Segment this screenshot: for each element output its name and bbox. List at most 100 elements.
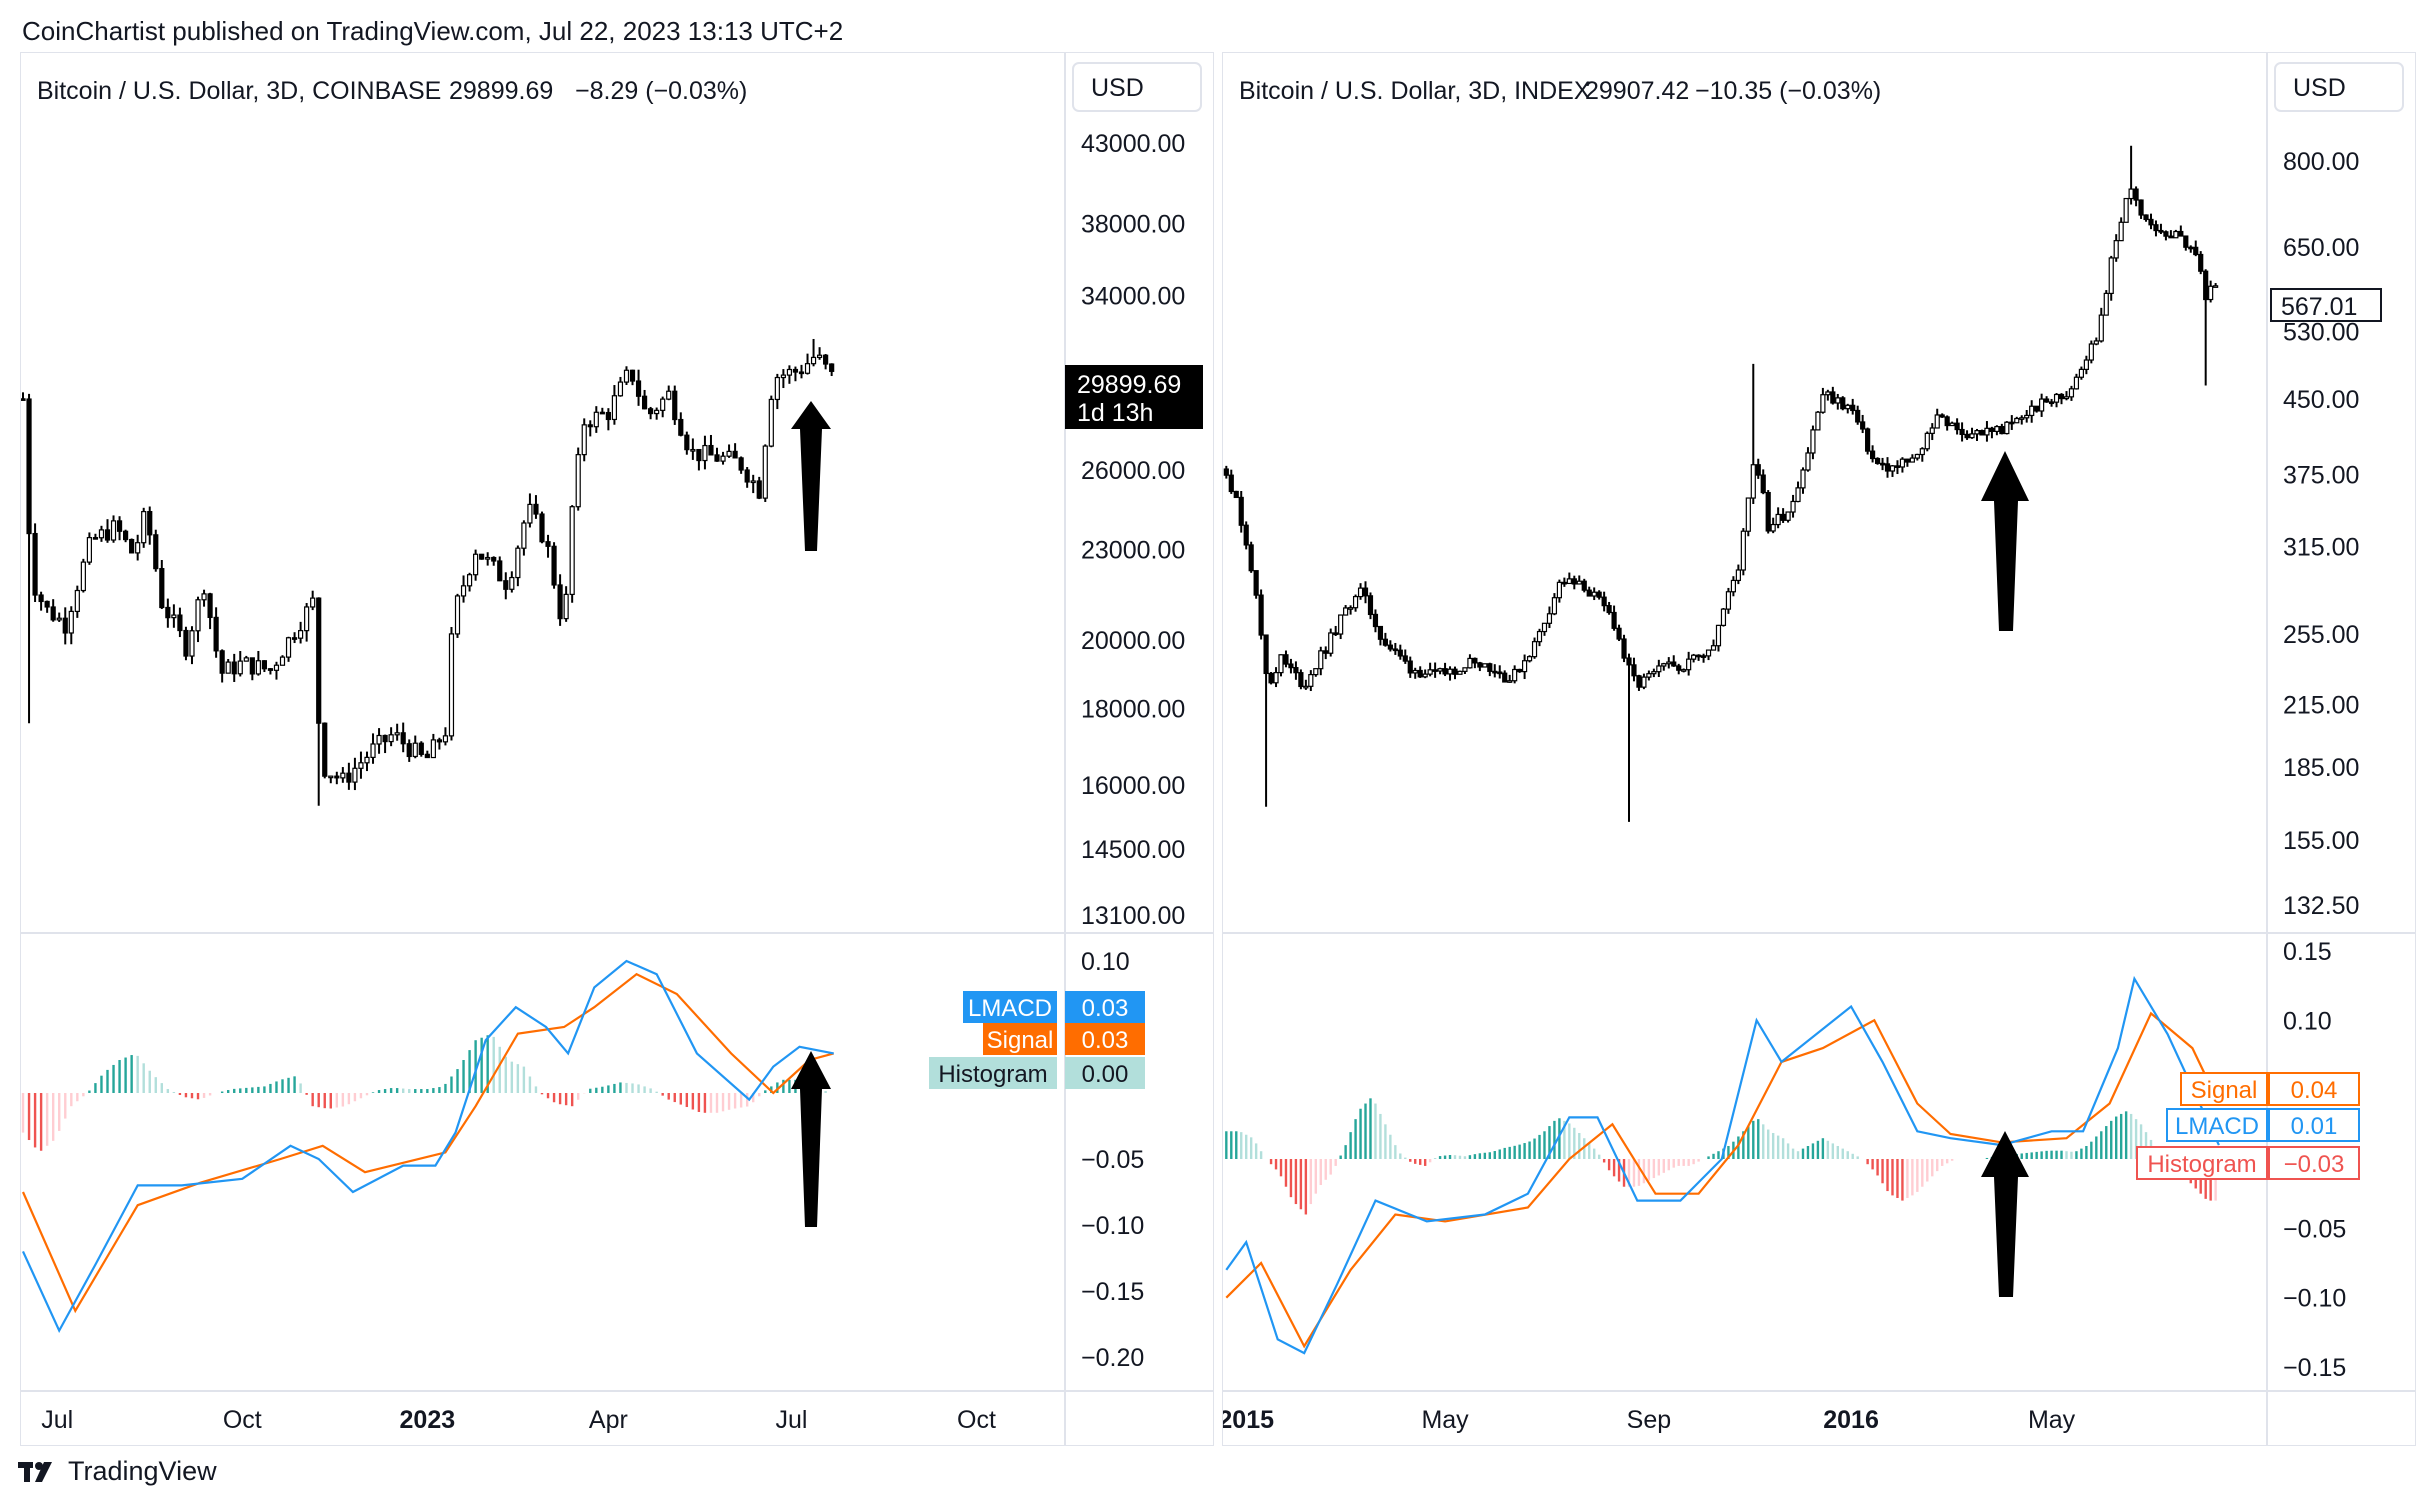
candle-body bbox=[593, 411, 599, 428]
candle-body bbox=[376, 734, 382, 745]
candle-body bbox=[1258, 594, 1264, 636]
candle-body bbox=[1700, 655, 1707, 658]
candle-body bbox=[2153, 224, 2159, 232]
price-tick-label: 38000.00 bbox=[1081, 210, 1185, 238]
candle-body bbox=[291, 637, 298, 640]
candle-body bbox=[1233, 490, 1239, 499]
candle-body bbox=[1556, 581, 1562, 599]
candle-body bbox=[1765, 491, 1771, 532]
indicator-label-value: 0.01 bbox=[2291, 1113, 2338, 1140]
price-axis[interactable]: 800.00 650.00 530.00 450.00 375.00 315.00 255.… bbox=[2283, 148, 2359, 920]
candle-body bbox=[2048, 401, 2055, 405]
candle-body bbox=[1909, 457, 1915, 463]
candle-body bbox=[756, 480, 762, 499]
candle-body bbox=[2213, 285, 2219, 288]
indicator-tick-label: −0.10 bbox=[2283, 1285, 2346, 1313]
candle-body bbox=[2203, 270, 2209, 301]
candle-body bbox=[448, 633, 455, 737]
price-tick-label: 20000.00 bbox=[1081, 627, 1185, 655]
candle-body bbox=[316, 597, 322, 724]
candle-body bbox=[635, 380, 642, 397]
candle-body bbox=[497, 560, 503, 582]
price-series bbox=[20, 338, 835, 806]
candle-body bbox=[823, 354, 829, 365]
candle-body bbox=[539, 513, 545, 543]
candle-body bbox=[1541, 622, 1548, 633]
candle-body bbox=[732, 450, 738, 459]
candle-body bbox=[1497, 671, 1503, 675]
signal-line bbox=[1225, 1011, 2220, 1349]
signal-line bbox=[21, 972, 834, 1314]
candle-body bbox=[273, 664, 280, 671]
candle-body bbox=[1934, 414, 1940, 429]
candle-body bbox=[533, 503, 539, 515]
candle-body bbox=[605, 411, 611, 421]
candle-body bbox=[1964, 433, 1970, 439]
candle-body bbox=[1994, 425, 2000, 432]
annotation-arrow bbox=[1981, 1131, 2029, 1297]
axis-dividers bbox=[21, 53, 1213, 1445]
candle-body bbox=[738, 457, 744, 471]
candle-body bbox=[304, 606, 310, 632]
chart-right[interactable]: Bitcoin / U.S. Dollar, 3D, INDEX 29907.4… bbox=[1218, 53, 2415, 1445]
candle-body bbox=[623, 369, 630, 383]
candle-body bbox=[1407, 660, 1413, 674]
candle-body bbox=[1352, 595, 1359, 609]
time-axis[interactable]: 2015 May Sep 2016 May bbox=[1218, 1406, 2076, 1434]
candle-body bbox=[104, 529, 111, 541]
symbol-change: −8.29 (−0.03%) bbox=[575, 77, 747, 105]
price-axis[interactable]: 43000.00 38000.00 34000.00 26000.00 23000.00… bbox=[1081, 130, 1185, 930]
candle-body bbox=[1631, 664, 1637, 677]
candle-body bbox=[26, 398, 32, 535]
candle-body bbox=[1591, 591, 1597, 597]
candle-body bbox=[328, 775, 334, 779]
candle-body bbox=[708, 444, 714, 456]
candle-body bbox=[702, 444, 708, 462]
indicator-label-name: Signal bbox=[2191, 1077, 2258, 1104]
currency-button[interactable]: USD bbox=[1072, 62, 1202, 112]
chart-panel-right[interactable]: Bitcoin / U.S. Dollar, 3D, INDEX 29907.4… bbox=[1218, 52, 2416, 1446]
candle-body bbox=[1730, 579, 1736, 593]
candle-body bbox=[68, 610, 74, 634]
candle-body bbox=[334, 775, 340, 779]
symbol-title: Bitcoin / U.S. Dollar, 3D, COINBASE bbox=[37, 77, 441, 105]
chart-left[interactable]: Bitcoin / U.S. Dollar, 3D, COINBASE 2989… bbox=[20, 53, 1213, 1445]
candle-body bbox=[430, 739, 436, 759]
candle-body bbox=[1725, 591, 1732, 610]
candle-body bbox=[406, 743, 412, 758]
candle-body bbox=[219, 650, 225, 674]
time-tick-label: 2016 bbox=[1823, 1406, 1879, 1434]
time-axis[interactable]: Jul Oct 2023 Apr Jul Oct bbox=[41, 1406, 996, 1434]
price-tick-label: 255.00 bbox=[2283, 621, 2359, 649]
candle-body bbox=[2183, 235, 2189, 248]
candle-body bbox=[1402, 655, 1408, 662]
candle-body bbox=[2063, 396, 2070, 400]
candle-body bbox=[1775, 513, 1781, 526]
indicator-label-histogram: Histogram −0.03 bbox=[2136, 1146, 2360, 1180]
indicator-label-value: 0.04 bbox=[2291, 1077, 2338, 1104]
candle-body bbox=[86, 537, 92, 563]
candle-body bbox=[648, 408, 654, 415]
candle-body bbox=[153, 534, 159, 570]
candle-body bbox=[2173, 230, 2179, 239]
candle-body bbox=[1606, 605, 1612, 614]
candle-body bbox=[1601, 596, 1607, 607]
candle-body bbox=[473, 553, 479, 576]
candle-body bbox=[364, 756, 370, 764]
candle-body bbox=[2118, 221, 2124, 242]
candle-body bbox=[1333, 632, 1339, 636]
indicator-tick-label: −0.15 bbox=[1081, 1278, 1144, 1306]
candle-body bbox=[1641, 676, 1647, 688]
candle-body bbox=[2004, 421, 2010, 435]
candle-body bbox=[1427, 669, 1433, 675]
price-tick-label: 530.00 bbox=[2283, 318, 2359, 346]
candle-body bbox=[2053, 393, 2060, 403]
candle-body bbox=[1949, 422, 1955, 427]
candle-body bbox=[123, 530, 129, 541]
candle-body bbox=[2178, 230, 2184, 237]
candle-body bbox=[1636, 675, 1642, 688]
chart-panel-left[interactable]: Bitcoin / U.S. Dollar, 3D, COINBASE 2989… bbox=[20, 52, 1214, 1446]
currency-button[interactable]: USD bbox=[2274, 62, 2404, 112]
candle-body bbox=[581, 424, 587, 456]
candle-body bbox=[1382, 638, 1388, 646]
